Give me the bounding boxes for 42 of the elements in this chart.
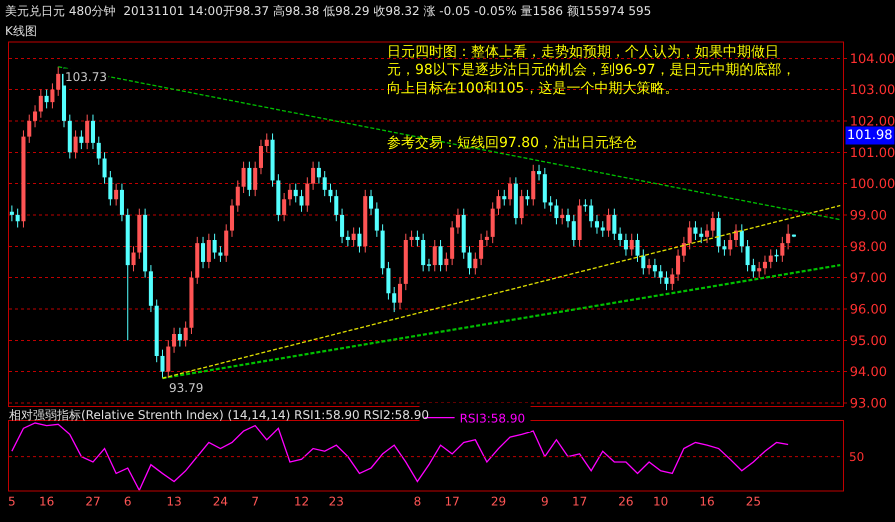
x-tick-label: 9 bbox=[541, 494, 549, 509]
chart-title: 美元兑日元 480分钟 20131101 14:00开98.37 高98.38 低98.29 收98.32 涨 -0.05 -0.05% 量1586 额155974 595 bbox=[5, 4, 652, 18]
x-tick-label: 13 bbox=[166, 494, 182, 509]
x-tick-label: 17 bbox=[572, 494, 588, 509]
y-tick-label: 100.00 bbox=[850, 177, 895, 192]
y-tick-label: 99.00 bbox=[850, 208, 887, 224]
y-tick-label: 102.00 bbox=[850, 114, 895, 130]
chart-title: 相对强弱指标(Relative Strenth Index) (14,14,14) RSI1:58.90 RSI2:58.90 bbox=[9, 408, 430, 422]
x-tick-label: 24 bbox=[212, 494, 228, 509]
x-tick-label: 12 bbox=[294, 494, 310, 509]
y-tick-label: 93.00 bbox=[850, 396, 887, 412]
chart-subtitle: K线图 bbox=[5, 24, 37, 38]
x-tick-label: 6 bbox=[124, 494, 132, 509]
x-tick-label: 5 bbox=[8, 494, 16, 509]
data-label: 93.79 bbox=[169, 381, 204, 395]
candlestick bbox=[699, 226, 704, 244]
y-tick-label: 98.00 bbox=[850, 240, 887, 255]
x-tick-label: 16 bbox=[38, 494, 54, 509]
x-tick-label: 23 bbox=[328, 494, 344, 509]
x-tick-label: 25 bbox=[746, 494, 762, 509]
y-tick-label: 94.00 bbox=[850, 365, 887, 380]
y-tick-label: 104.00 bbox=[850, 52, 895, 67]
annotation: 参考交易：短线回97.80，沽出日元轻仓 bbox=[387, 135, 638, 151]
legend-label: RSI3:58.90 bbox=[460, 411, 526, 426]
x-tick-label: 7 bbox=[251, 494, 259, 509]
y-tick-label: 103.00 bbox=[850, 83, 895, 98]
x-tick-label: 10 bbox=[653, 494, 668, 509]
y-tick-label: 96.00 bbox=[850, 302, 887, 318]
x-tick-label: 17 bbox=[444, 494, 460, 509]
y-tick-label: 101.00 bbox=[850, 146, 895, 161]
data-label: 103.73 bbox=[65, 70, 107, 84]
x-tick-label: 27 bbox=[85, 494, 101, 509]
ref-line-label: 50 bbox=[849, 450, 864, 464]
candlestick bbox=[426, 258, 432, 272]
x-tick-label: 26 bbox=[618, 494, 634, 509]
text: 101.98 bbox=[847, 128, 892, 143]
candlestick bbox=[774, 248, 780, 262]
y-tick-label: 95.00 bbox=[850, 334, 887, 349]
x-tick-label: 29 bbox=[490, 494, 506, 509]
x-tick-label: 8 bbox=[414, 494, 422, 509]
x-tick-label: 16 bbox=[699, 494, 715, 509]
y-tick-label: 97.00 bbox=[850, 271, 887, 286]
